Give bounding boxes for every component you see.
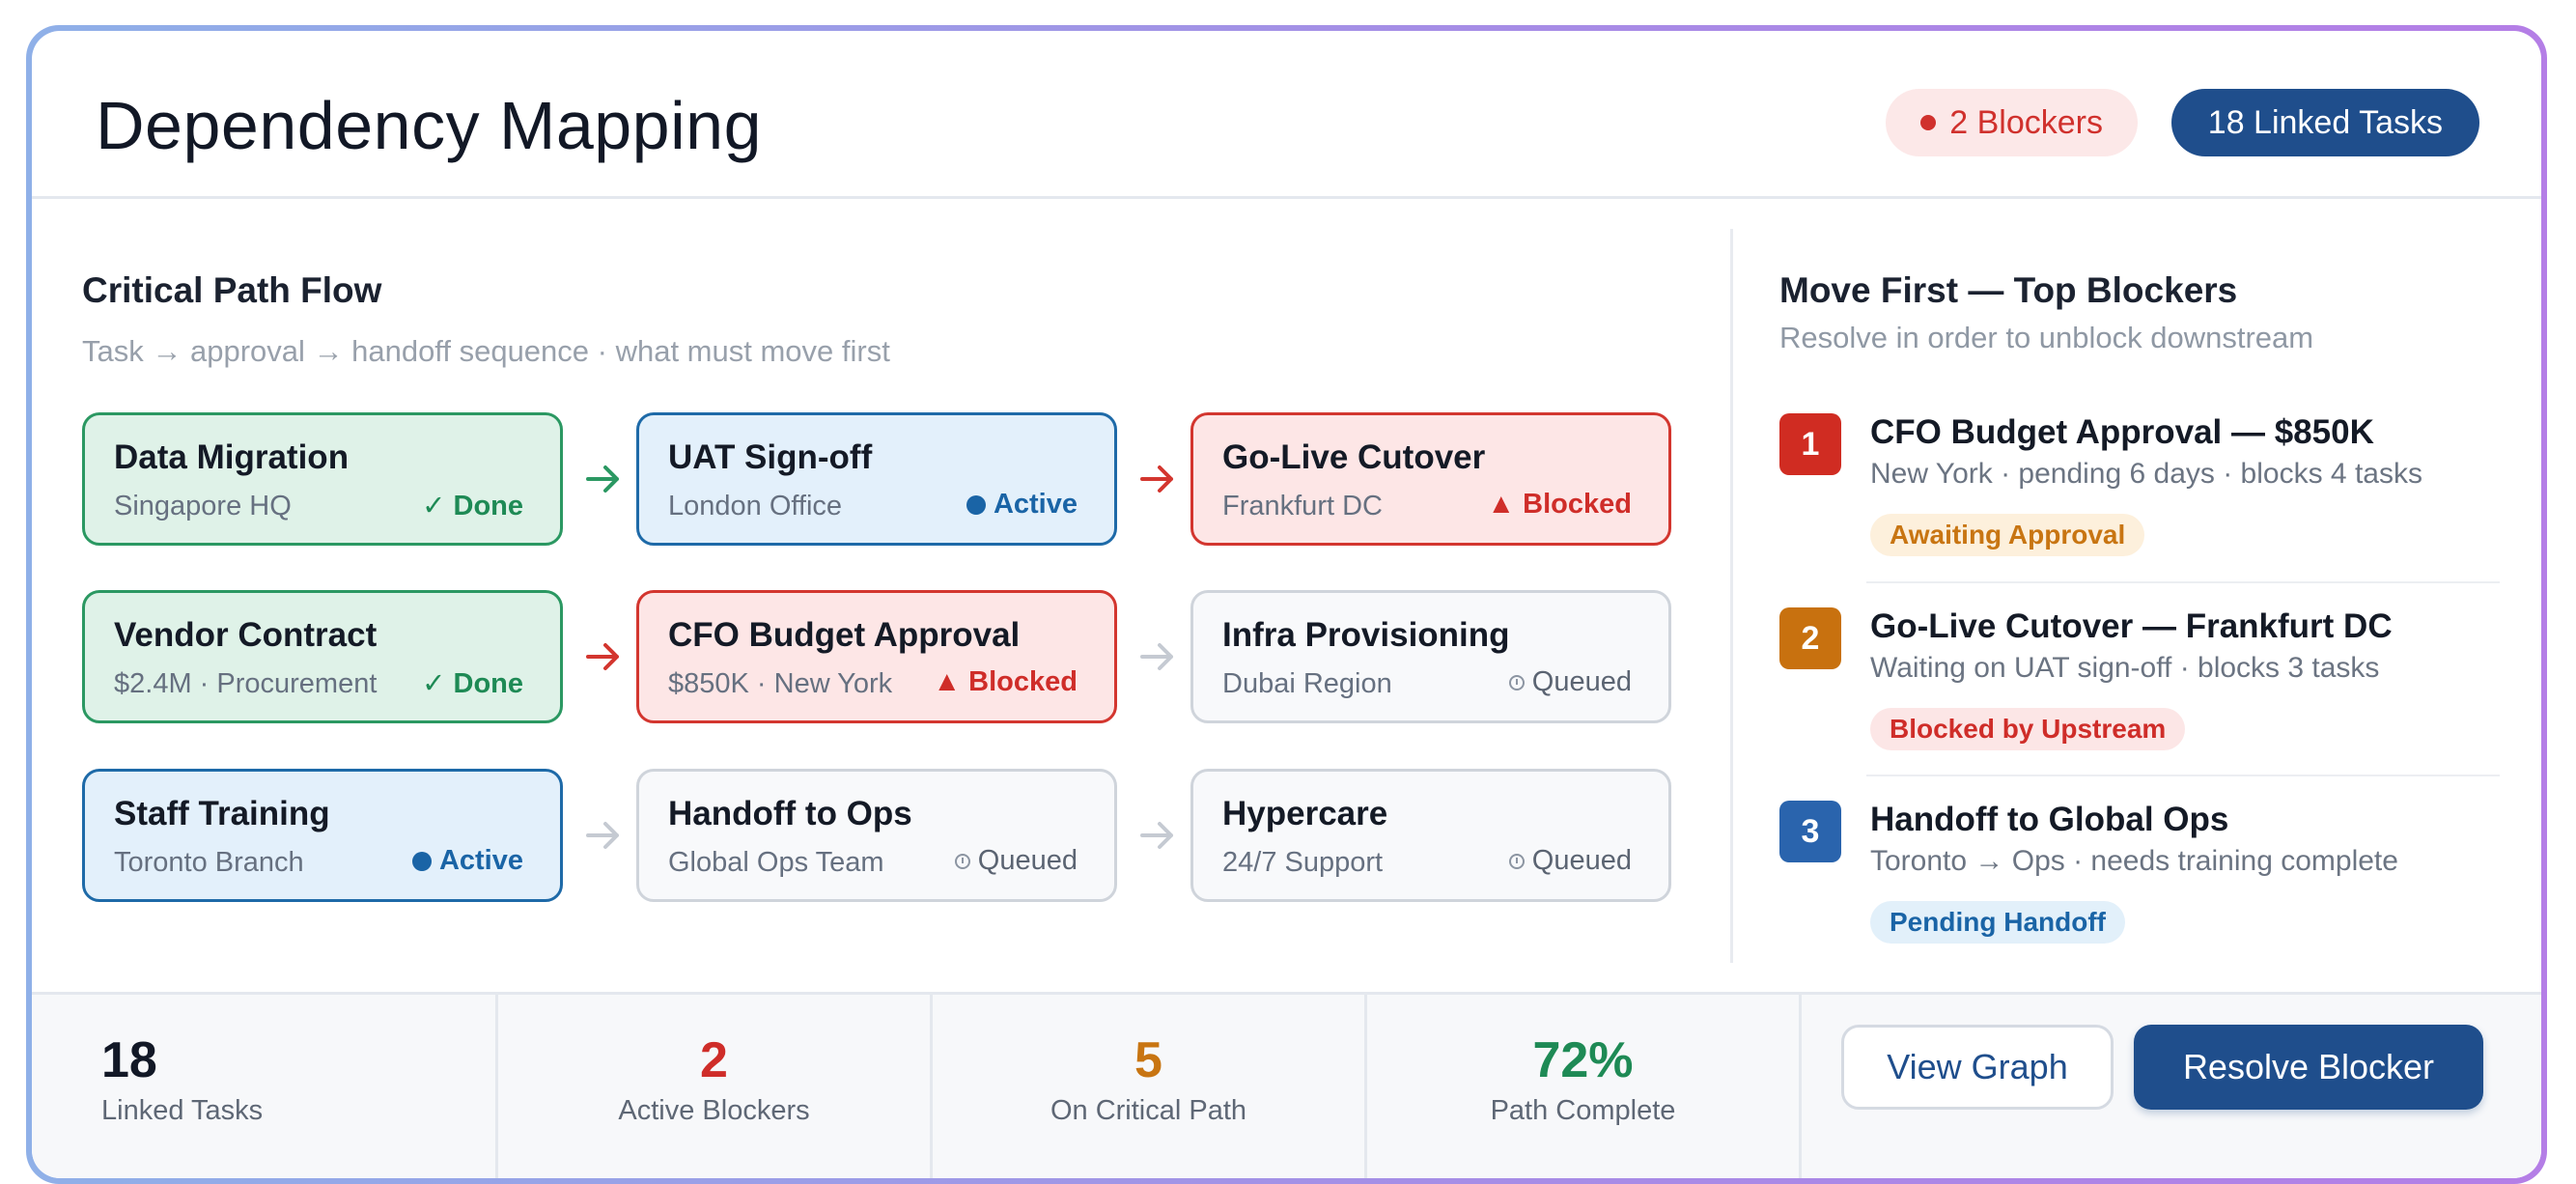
flow-title: Critical Path Flow [82,270,382,310]
stat-value: 2 [700,1032,728,1088]
node-status: ▲ Blocked [933,666,1078,697]
node-location: Toronto Branch [114,847,304,878]
node-location: 24/7 Support [1222,847,1384,878]
linked-tasks-badge-label: 18 Linked Tasks [2207,103,2443,141]
node-location: Global Ops Team [668,847,884,878]
active-dot-icon [411,851,432,871]
stat-value: 18 [101,1032,157,1088]
blockers-title: Move First — Top Blockers [1779,270,2238,310]
stat-value: 5 [1134,1032,1162,1088]
stat-critical-path: 5 On Critical Path [933,995,1364,1178]
node-data-migration[interactable]: Data Migration Singapore HQ ✓ Done [82,412,563,546]
node-location: $850K · New York [668,668,893,699]
arrow-right-icon [586,643,619,670]
clock-icon [1508,853,1525,869]
section-divider [1730,229,1733,963]
stat-label: Linked Tasks [101,1095,264,1126]
stat-divider [930,995,933,1178]
dependency-card: Dependency Mapping 2 Blockers 18 Linked … [32,31,2541,1178]
node-uat-signoff[interactable]: UAT Sign-off London Office Active [636,412,1117,546]
stat-label: On Critical Path [1050,1095,1247,1126]
node-status: ▲ Blocked [1487,489,1632,520]
blocker-title: Go-Live Cutover — Frankfurt DC [1870,607,2393,645]
clock-icon [954,853,970,869]
stat-divider [495,995,498,1178]
node-location: Dubai Region [1222,668,1392,699]
node-title: CFO Budget Approval [668,616,1021,654]
stat-linked-tasks: 18 Linked Tasks [32,995,495,1178]
node-status-label: Active [438,845,523,876]
node-status: Active [966,489,1078,521]
arrow-right-icon [586,822,619,849]
stat-divider [1364,995,1367,1178]
window-frame: Dependency Mapping 2 Blockers 18 Linked … [26,25,2547,1184]
node-staff-training[interactable]: Staff Training Toronto Branch Active [82,769,563,902]
node-go-live-cutover[interactable]: Go-Live Cutover Frankfurt DC ▲ Blocked [1190,412,1671,546]
active-dot-icon [966,494,986,515]
view-graph-button[interactable]: View Graph [1841,1025,2114,1110]
arrow-right-icon [1140,465,1173,493]
clock-icon [1508,674,1525,691]
node-title: Infra Provisioning [1222,616,1510,654]
node-title: UAT Sign-off [668,438,873,476]
node-title: Handoff to Ops [668,795,912,832]
node-title: Vendor Contract [114,616,378,654]
blocker-divider [1866,581,2500,583]
node-hypercare[interactable]: Hypercare 24/7 Support Queued [1190,769,1671,902]
blocker-detail: Waiting on UAT sign-off · blocks 3 tasks [1870,652,2380,684]
node-title: Staff Training [114,795,330,832]
node-status-label: Queued [977,845,1078,876]
blocker-tag: Pending Handoff [1870,901,2125,944]
node-status: ✓ Done [422,668,523,699]
resolve-blocker-button[interactable]: Resolve Blocker [2134,1025,2483,1110]
stat-value: 72% [1532,1032,1634,1088]
blocker-rank-badge: 3 [1779,801,1841,862]
node-status: ✓ Done [422,491,523,522]
stat-divider [1799,995,1802,1178]
stat-active-blockers: 2 Active Blockers [498,995,930,1178]
node-infra-provisioning[interactable]: Infra Provisioning Dubai Region Queued [1190,590,1671,723]
header: Dependency Mapping 2 Blockers 18 Linked … [32,31,2541,199]
page-title: Dependency Mapping [96,88,763,163]
node-handoff-to-ops[interactable]: Handoff to Ops Global Ops Team Queued [636,769,1117,902]
node-status: Queued [1508,845,1632,877]
blockers-badge-label: 2 Blockers [1949,103,2103,141]
blocker-rank-badge: 2 [1779,607,1841,669]
node-location: London Office [668,491,843,522]
flow-subtitle: Task → approval → handoff sequence · wha… [82,334,890,368]
node-cfo-budget-approval[interactable]: CFO Budget Approval $850K · New York ▲ B… [636,590,1117,723]
blocker-rank-badge: 1 [1779,413,1841,475]
blocker-detail: Toronto → Ops · needs training complete [1870,845,2398,877]
blocker-dot-icon [1920,115,1937,130]
node-status: Active [411,845,523,877]
blocker-detail: New York · pending 6 days · blocks 4 tas… [1870,458,2422,490]
node-location: Singapore HQ [114,491,292,522]
node-title: Go-Live Cutover [1222,438,1486,476]
stat-label: Path Complete [1490,1095,1676,1126]
arrow-right-icon [586,465,619,493]
stat-label: Active Blockers [618,1095,810,1126]
blocker-tag: Awaiting Approval [1870,514,2145,556]
blockers-subtitle: Resolve in order to unblock downstream [1779,321,2314,354]
node-location: $2.4M · Procurement [114,668,378,699]
blocker-title: CFO Budget Approval — $850K [1870,413,2374,451]
blocker-divider [1866,775,2500,776]
node-status-label: Queued [1531,845,1632,876]
footer-stats-bar: 18 Linked Tasks 2 Active Blockers 5 On C… [32,992,2541,1178]
node-vendor-contract[interactable]: Vendor Contract $2.4M · Procurement ✓ Do… [82,590,563,723]
node-title: Data Migration [114,438,350,476]
stat-path-complete: 72% Path Complete [1367,995,1799,1178]
arrow-right-icon [1140,643,1173,670]
node-status: Queued [954,845,1078,877]
node-status-label: Queued [1531,666,1632,697]
node-status: Queued [1508,666,1632,698]
blocker-tag: Blocked by Upstream [1870,708,2186,750]
node-location: Frankfurt DC [1222,491,1383,522]
linked-tasks-badge[interactable]: 18 Linked Tasks [2170,89,2479,156]
node-title: Hypercare [1222,795,1388,832]
blockers-badge[interactable]: 2 Blockers [1886,89,2138,156]
node-status-label: Active [993,489,1078,520]
blocker-title: Handoff to Global Ops [1870,801,2229,838]
arrow-right-icon [1140,822,1173,849]
